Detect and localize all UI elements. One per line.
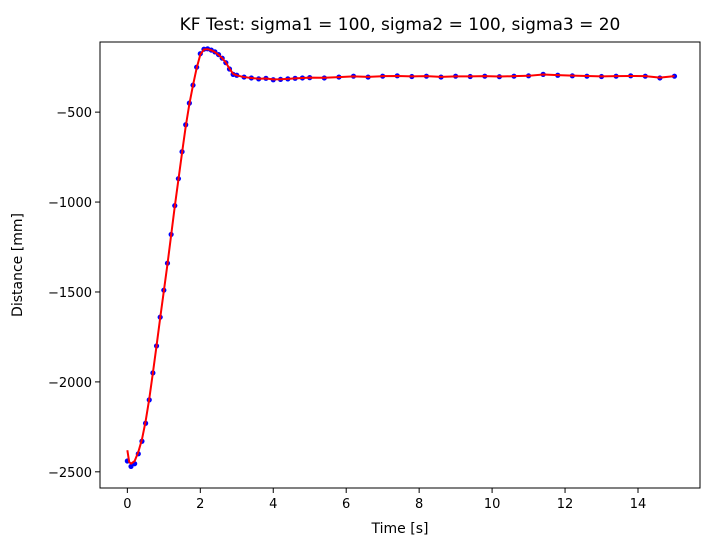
x-tick-label: 2	[196, 497, 204, 512]
x-axis: 0 2 4 6 8 10 12 14	[123, 488, 646, 512]
plot-area	[124, 46, 678, 470]
y-axis-label: Distance [mm]	[10, 213, 26, 317]
chart-title: KF Test: sigma1 = 100, sigma2 = 100, sig…	[180, 15, 621, 35]
filter-line	[126, 48, 675, 465]
y-tick-label: −2500	[48, 466, 92, 481]
x-tick-label: 12	[557, 497, 574, 512]
y-tick-label: −500	[56, 106, 92, 121]
x-tick-label: 6	[342, 497, 350, 512]
x-tick-label: 14	[630, 497, 647, 512]
x-tick-label: 8	[415, 497, 423, 512]
y-tick-label: −1500	[48, 286, 92, 301]
x-tick-label: 0	[123, 497, 131, 512]
y-tick-label: −2000	[48, 376, 92, 391]
y-tick-label: −1000	[48, 196, 92, 211]
x-tick-label: 4	[269, 497, 277, 512]
x-tick-label: 10	[484, 497, 501, 512]
y-axis: −2500 −2000 −1500 −1000 −500	[48, 106, 100, 481]
measurement-point	[128, 463, 134, 470]
x-axis-label: Time [s]	[371, 521, 429, 537]
plot-frame	[99, 41, 701, 489]
